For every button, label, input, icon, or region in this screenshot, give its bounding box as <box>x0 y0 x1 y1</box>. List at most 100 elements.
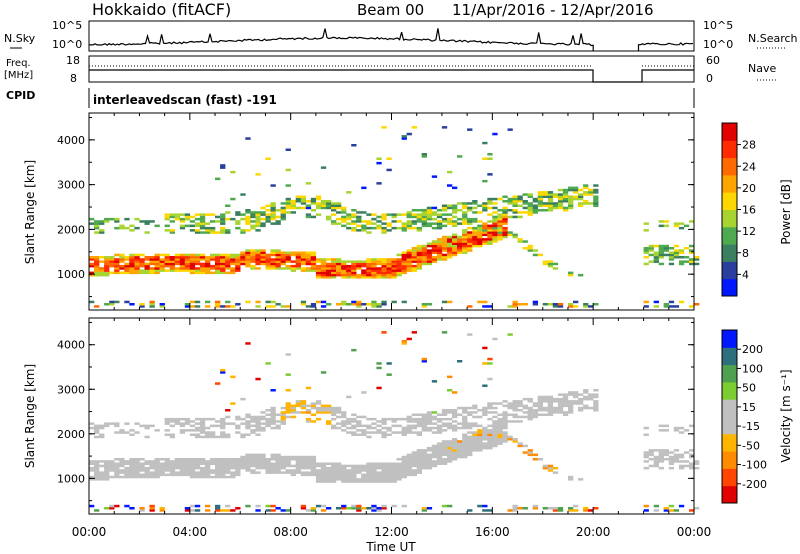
velocity-cell <box>467 444 473 448</box>
power-cell <box>189 300 196 304</box>
power-cell <box>502 220 508 223</box>
power-cell <box>320 267 327 270</box>
velocity-cell <box>416 451 422 454</box>
velocity-cell <box>381 469 387 472</box>
colorbar-tick-label: -15 <box>742 420 760 433</box>
velocity-cell <box>205 509 211 512</box>
power-cell <box>562 191 569 194</box>
velocity-cell <box>154 473 160 477</box>
power-cell <box>94 271 100 275</box>
power-cell <box>593 195 599 198</box>
ytick-label: 3000 <box>57 383 85 396</box>
power-cell <box>225 204 231 207</box>
power-cell <box>290 253 296 257</box>
power-cell <box>235 220 241 223</box>
velocity-cell <box>381 507 387 510</box>
power-cell <box>447 238 453 241</box>
power-cell <box>255 215 261 219</box>
power-cell <box>689 220 695 223</box>
power-cell <box>310 215 317 219</box>
power-cell <box>552 206 559 210</box>
velocity-cell <box>189 433 196 436</box>
power-cell <box>381 217 387 221</box>
velocity-cell <box>406 458 412 461</box>
power-cell <box>522 193 528 196</box>
power-cell <box>250 226 256 230</box>
velocity-cell <box>326 475 332 479</box>
velocity-cell <box>391 504 397 508</box>
velocity-cell <box>285 406 291 410</box>
velocity-cell <box>482 433 488 436</box>
power-cell <box>220 215 226 219</box>
velocity-cell <box>472 415 478 419</box>
velocity-cell <box>109 507 115 510</box>
power-cell <box>326 264 332 268</box>
velocity-cell <box>154 469 160 472</box>
velocity-cell <box>482 438 488 441</box>
power-cell <box>346 191 352 194</box>
velocity-cell <box>366 469 372 472</box>
power-cell <box>547 204 554 207</box>
power-cell <box>411 209 417 212</box>
power-cell <box>270 211 276 214</box>
velocity-cell <box>527 451 533 454</box>
power-cell <box>154 271 160 275</box>
power-cell <box>416 253 422 257</box>
power-cell <box>441 209 448 212</box>
power-cell <box>194 229 201 232</box>
velocity-cell <box>275 453 281 457</box>
velocity-cell <box>139 458 145 461</box>
power-cell <box>658 224 664 228</box>
velocity-cell <box>260 458 266 461</box>
power-cell <box>557 303 564 306</box>
velocity-cell <box>341 424 347 428</box>
power-cell <box>169 267 175 270</box>
power-cell <box>210 253 216 257</box>
velocity-cell <box>154 460 160 463</box>
power-cell <box>310 258 317 261</box>
power-cell <box>149 303 155 306</box>
velocity-cell <box>300 455 307 459</box>
power-cell <box>265 264 271 268</box>
velocity-cell <box>391 464 397 468</box>
colorbar-block <box>722 381 737 400</box>
power-cell <box>396 262 402 266</box>
power-cell <box>391 276 397 279</box>
velocity-cell <box>184 429 191 432</box>
power-cell <box>139 264 145 268</box>
velocity-cell <box>527 397 533 401</box>
power-cell <box>159 305 165 308</box>
power-cell <box>406 267 412 270</box>
velocity-cell <box>497 433 503 436</box>
velocity-cell <box>134 462 140 465</box>
velocity-cell <box>421 460 427 463</box>
power-cell <box>583 186 589 190</box>
power-cell <box>356 276 362 279</box>
power-cell <box>426 224 433 228</box>
velocity-cell <box>462 446 468 450</box>
velocity-cell <box>512 440 518 443</box>
velocity-cell <box>94 471 100 474</box>
power-cell <box>593 197 599 201</box>
velocity-cell <box>416 433 422 436</box>
power-cell <box>492 211 498 214</box>
power-cell <box>658 220 664 223</box>
power-cell <box>245 256 251 259</box>
power-cell <box>270 213 276 216</box>
velocity-cell <box>583 404 589 408</box>
x-axis-label: Time UT <box>365 540 416 554</box>
power-cell <box>447 217 453 221</box>
power-cell <box>678 251 685 254</box>
velocity-cell <box>225 435 231 439</box>
power-cell <box>320 206 327 210</box>
velocity-cell <box>225 415 231 419</box>
velocity-cell <box>396 462 402 465</box>
power-cell <box>361 260 367 263</box>
power-cell <box>169 213 175 216</box>
power-cell <box>416 244 422 248</box>
velocity-cell <box>537 409 543 412</box>
power-cell <box>295 258 301 261</box>
velocity-cell <box>578 393 584 396</box>
power-cell <box>184 264 191 268</box>
power-cell <box>421 224 427 228</box>
